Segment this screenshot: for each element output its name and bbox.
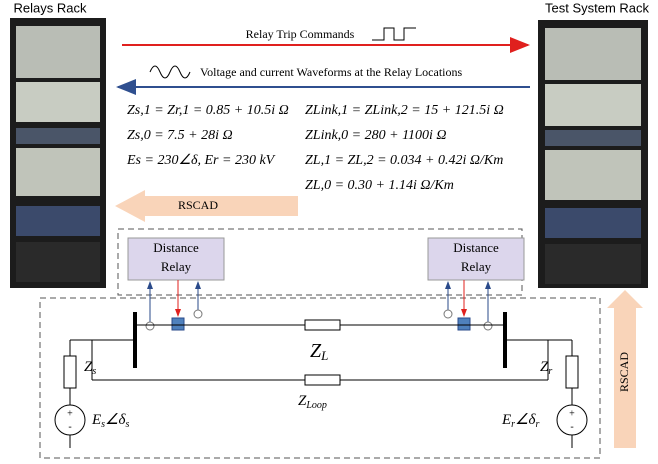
system-box <box>39 297 601 459</box>
relay-label: Relay <box>161 259 192 274</box>
right-rack <box>538 20 648 288</box>
source-impedance-label: Zr <box>540 359 552 377</box>
subscript: s <box>126 419 130 430</box>
sine-wave-icon <box>149 65 191 79</box>
subscript: s <box>92 366 96 377</box>
left-rack <box>10 18 106 288</box>
angle: ∠δ <box>105 412 126 428</box>
symbol: Z <box>298 393 307 409</box>
rscad-label: RSCAD <box>617 352 631 392</box>
subscript: r <box>511 419 515 430</box>
relay-group-box <box>117 228 523 296</box>
source-impedance-label: Zs <box>84 359 96 377</box>
subscript: r <box>548 366 552 377</box>
equation: Es = 230∠δ, Er = 230 kV <box>126 153 276 168</box>
relay-box <box>427 237 525 281</box>
symbol: Z <box>310 340 322 362</box>
rscad-arrow <box>115 190 298 222</box>
relay-label: Distance <box>453 240 499 255</box>
relay-wiring <box>145 280 493 331</box>
angle: ∠δ <box>515 412 536 428</box>
symbol: Z <box>84 359 93 375</box>
polarity: + <box>67 408 73 419</box>
source-label: Es∠δs <box>91 412 130 430</box>
equation: ZL,1 = ZL,2 = 0.034 + 0.42i Ω/Km <box>305 153 503 168</box>
loop-impedance-label: ZLoop <box>298 393 327 411</box>
rack-label: Test System Rack <box>545 0 650 15</box>
relay-label: Distance <box>153 240 199 255</box>
symbol: Z <box>540 359 549 375</box>
symbol: E <box>91 412 101 428</box>
equation: ZLink,0 = 280 + 1100i Ω <box>305 128 447 143</box>
subscript: s <box>101 419 105 430</box>
equation: Zs,1 = Zr,1 = 0.85 + 10.5i Ω <box>127 103 289 118</box>
polarity: - <box>570 421 573 432</box>
relay-box <box>127 237 225 281</box>
symbol: E <box>501 412 511 428</box>
polarity: + <box>569 408 575 419</box>
subscript: r <box>536 419 540 430</box>
equation: ZLink,1 = ZLink,2 = 15 + 121.5i Ω <box>305 103 504 118</box>
polarity: - <box>68 421 71 432</box>
arrow-label: Voltage and current Waveforms at the Rel… <box>200 65 463 79</box>
rack-label: Relays Rack <box>14 0 87 15</box>
line-impedance-label: ZL <box>310 340 328 363</box>
equation: Zs,0 = 7.5 + 28i Ω <box>127 128 233 143</box>
equation: ZL,0 = 0.30 + 1.14i Ω/Km <box>305 178 454 193</box>
rscad-arrow <box>607 290 643 448</box>
arrow-label: Relay Trip Commands <box>246 27 355 41</box>
subscript: L <box>320 348 328 363</box>
rscad-label: RSCAD <box>178 198 218 212</box>
square-wave-icon <box>372 27 416 41</box>
relay-label: Relay <box>461 259 492 274</box>
circuit <box>54 312 588 448</box>
subscript: Loop <box>305 400 327 411</box>
source-label: Er∠δr <box>501 412 540 430</box>
